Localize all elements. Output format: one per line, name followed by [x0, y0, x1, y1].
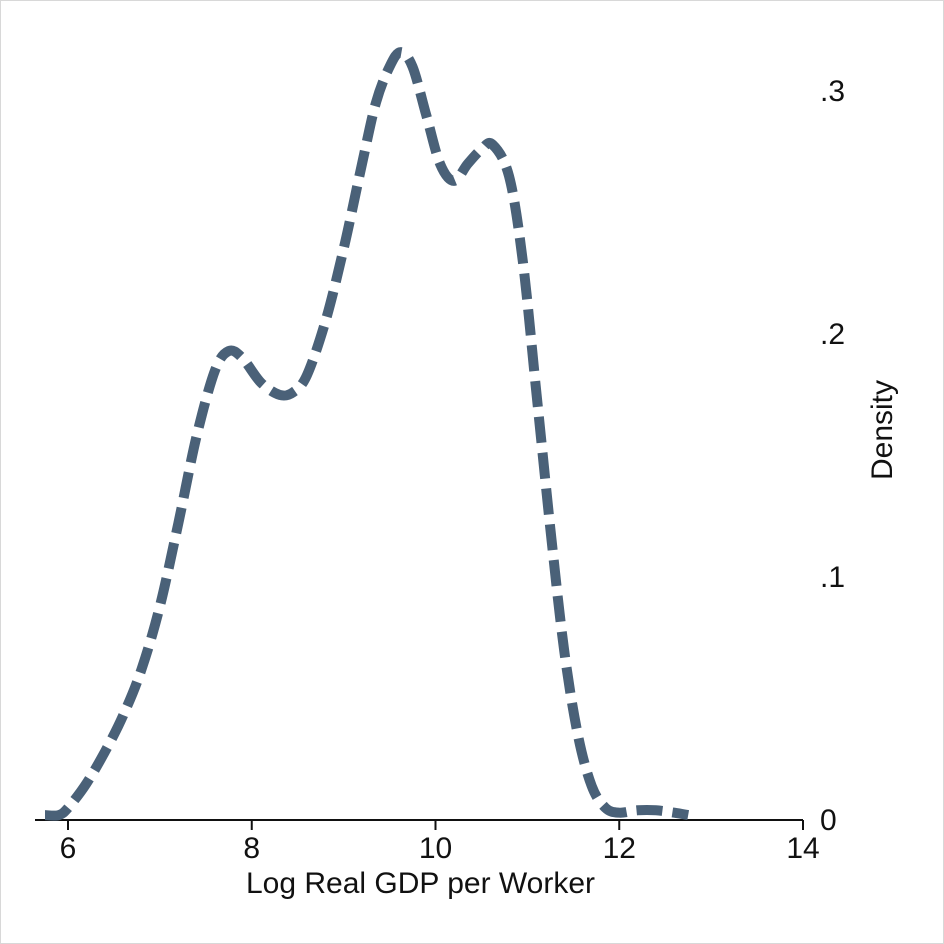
x-axis-title: Log Real GDP per Worker [246, 867, 595, 900]
x-axis-ticks: 6 8 10 12 14 [60, 820, 820, 865]
density-line [44, 47, 690, 821]
y-axis-ticks: 0 .1 .2 .3 [820, 75, 845, 837]
y-tick-label: .2 [820, 318, 845, 351]
x-tick-label: 6 [60, 832, 77, 865]
plot-series [44, 47, 690, 821]
x-tick-label: 12 [603, 832, 636, 865]
x-tick-label: 10 [419, 832, 452, 865]
x-tick-label: 14 [786, 832, 819, 865]
y-tick-label: .3 [820, 75, 845, 108]
y-tick-label: 0 [820, 804, 837, 837]
y-tick-label: .1 [820, 561, 845, 594]
y-axis-title: Density [866, 380, 899, 480]
x-tick-label: 8 [243, 832, 260, 865]
